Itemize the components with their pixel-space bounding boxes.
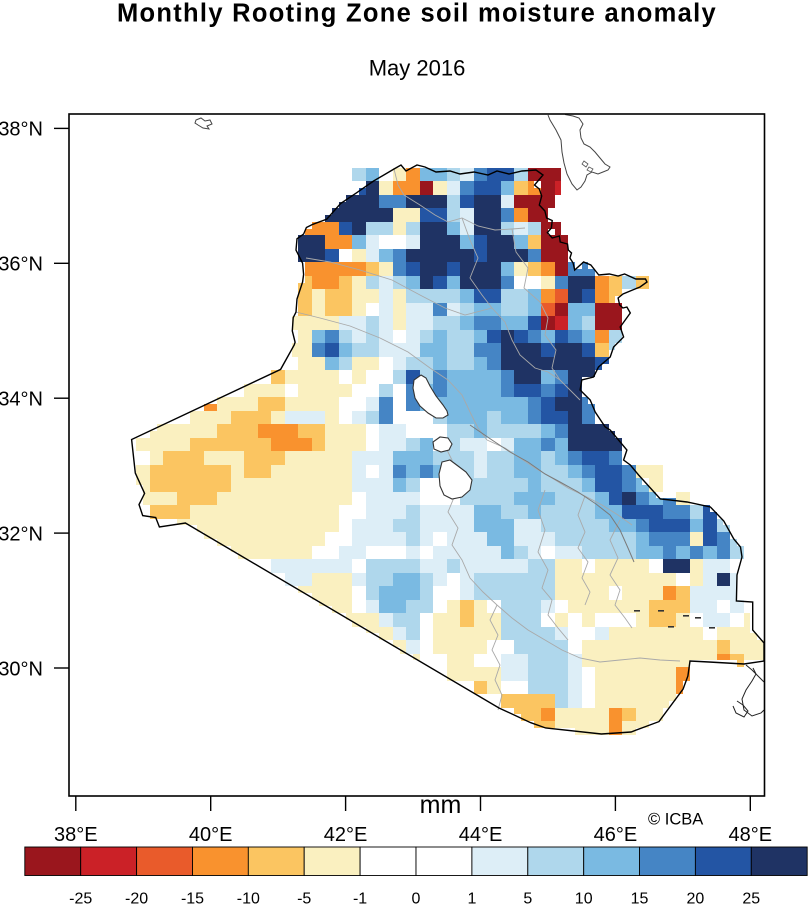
svg-text:-15: -15 xyxy=(181,891,204,905)
svg-text:© ICBA: © ICBA xyxy=(648,811,703,829)
svg-text:38°N: 38°N xyxy=(0,119,43,141)
svg-text:30°N: 30°N xyxy=(0,658,43,680)
svg-text:44°E: 44°E xyxy=(459,824,503,846)
svg-text:40°E: 40°E xyxy=(189,824,233,846)
svg-text:46°E: 46°E xyxy=(594,824,638,846)
svg-text:42°E: 42°E xyxy=(324,824,368,846)
svg-text:-20: -20 xyxy=(125,891,148,905)
svg-text:38°E: 38°E xyxy=(54,824,98,846)
svg-text:5: 5 xyxy=(523,891,532,905)
svg-text:-5: -5 xyxy=(297,891,311,905)
svg-text:Monthly Rooting Zone soil mois: Monthly Rooting Zone soil moisture anoma… xyxy=(117,0,717,28)
svg-text:15: 15 xyxy=(631,891,649,905)
svg-text:34°N: 34°N xyxy=(0,389,43,411)
svg-text:-1: -1 xyxy=(353,891,367,905)
svg-text:-10: -10 xyxy=(237,891,260,905)
svg-text:25: 25 xyxy=(742,891,760,905)
svg-text:0: 0 xyxy=(412,891,421,905)
svg-text:-25: -25 xyxy=(69,891,92,905)
svg-text:20: 20 xyxy=(687,891,705,905)
svg-text:32°N: 32°N xyxy=(0,523,43,545)
svg-text:48°E: 48°E xyxy=(729,824,773,846)
svg-text:36°N: 36°N xyxy=(0,254,43,276)
svg-text:May 2016: May 2016 xyxy=(369,56,466,81)
svg-text:mm: mm xyxy=(420,791,462,819)
svg-text:1: 1 xyxy=(467,891,476,905)
svg-text:10: 10 xyxy=(575,891,593,905)
